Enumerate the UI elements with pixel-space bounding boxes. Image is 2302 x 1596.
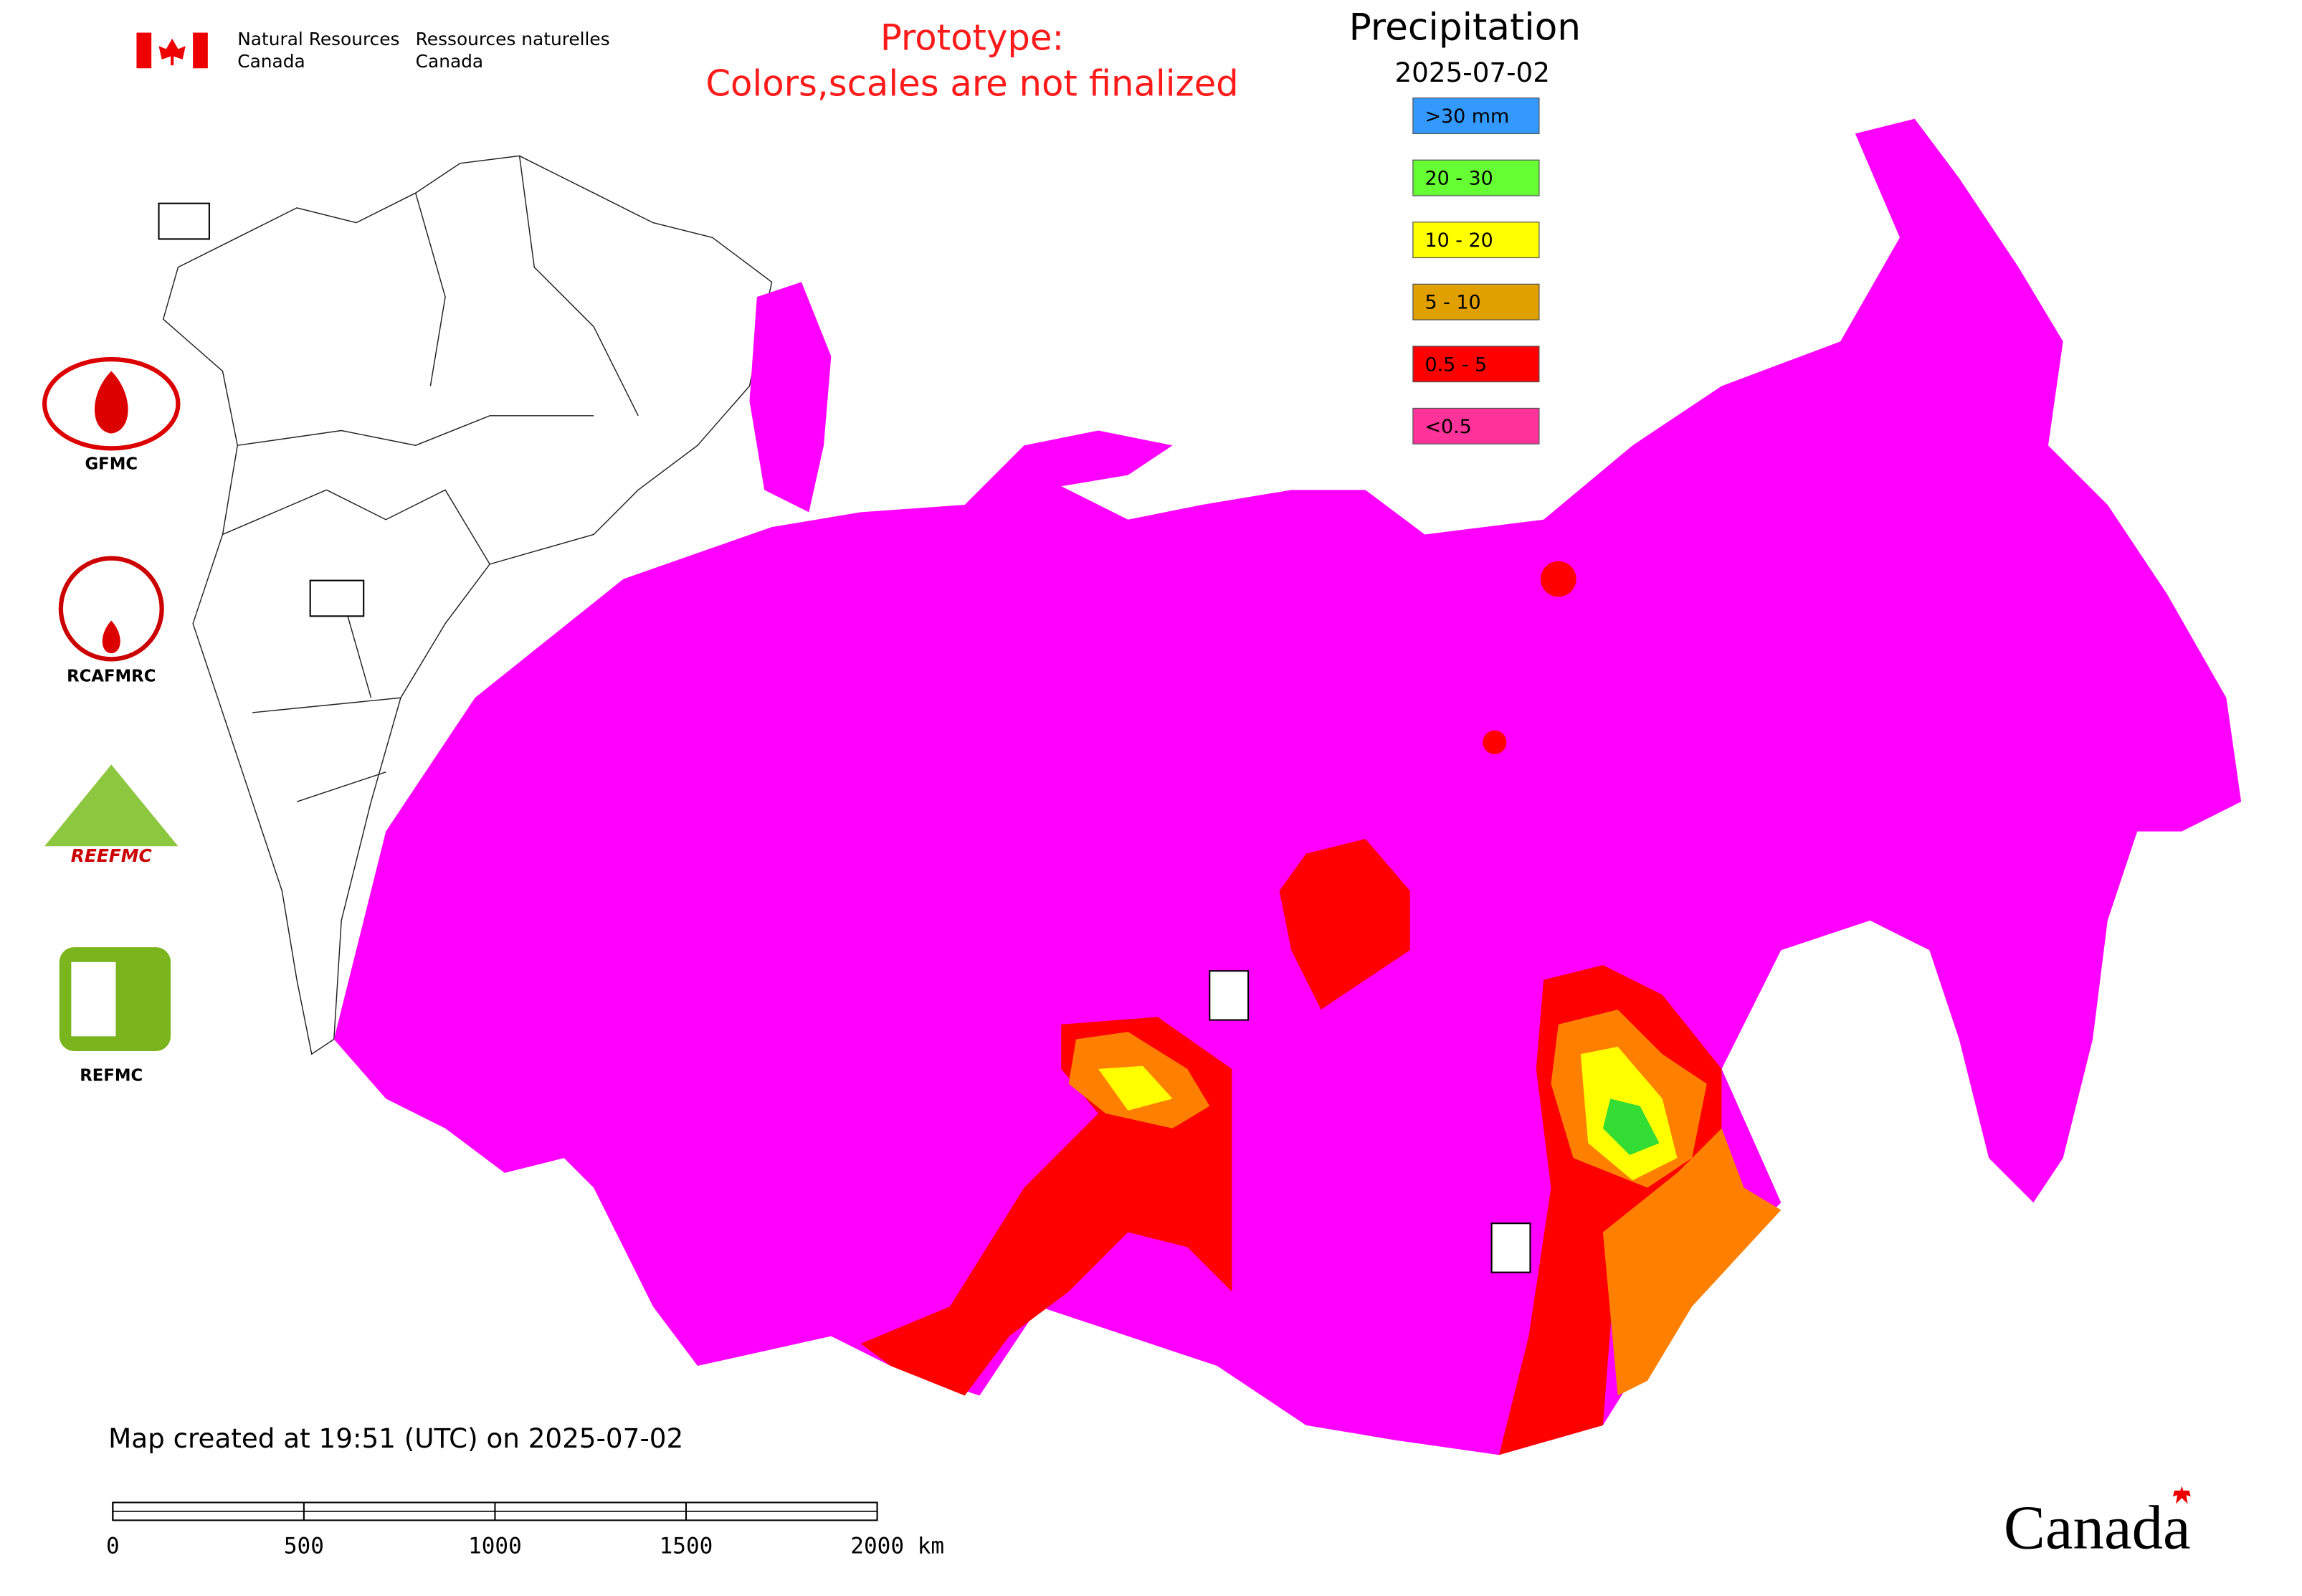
flag <box>136 32 208 69</box>
legend-swatch <box>1412 159 1540 196</box>
logo-label: REEFMC <box>71 845 152 866</box>
precip-area <box>964 430 1173 505</box>
precip-area <box>333 118 2242 1455</box>
logo-label: RCAFMRC <box>67 668 156 686</box>
precip-zones <box>860 561 1782 1455</box>
legend-label: 5 - 10 <box>1425 292 1480 314</box>
scale-label: 1500 <box>660 1534 713 1559</box>
legend-label: 10 - 20 <box>1425 229 1493 252</box>
wordmark: Canada <box>2004 1493 2191 1562</box>
legend-swatch <box>1412 283 1540 320</box>
wordmark-flag <box>2172 1486 2191 1504</box>
agency-fr: Ressources naturelles <box>416 29 610 49</box>
legend-swatch <box>1412 98 1540 134</box>
legend-date: 2025-07-02 <box>1394 57 1549 88</box>
legend-swatch <box>1412 407 1540 445</box>
scale-label: 2000 km <box>850 1534 944 1559</box>
scale-label: 500 <box>284 1534 324 1559</box>
agency-en: Natural Resources <box>237 29 399 49</box>
legend-title: Precipitation <box>1349 6 1581 49</box>
agency-fr: Canada <box>416 51 483 72</box>
precip-area <box>749 282 832 513</box>
scale-label: 1000 <box>468 1534 522 1559</box>
notice: Prototype: <box>880 16 1064 58</box>
legend-label: 20 - 30 <box>1425 168 1493 190</box>
scale-label: 0 <box>106 1534 120 1559</box>
logo-label: REFMC <box>80 1067 143 1086</box>
scale-bar: 0 500 1000 1500 2000 km <box>106 1501 944 1559</box>
notice: Colors,scales are not finalized <box>705 63 1238 105</box>
legend-label: 0.5 - 5 <box>1425 353 1487 376</box>
logo-label: GFMC <box>85 455 138 474</box>
legend-label: >30 mm <box>1425 105 1509 128</box>
legend-swatch <box>1412 346 1540 383</box>
legend: >30 mm 20 - 30 10 - 20 5 - 10 0.5 - 5 <0.5 <box>1412 98 1540 445</box>
logos <box>42 202 1531 1273</box>
legend-swatch <box>1412 222 1540 259</box>
country-borders <box>162 155 773 1055</box>
agency-en: Canada <box>237 51 305 72</box>
legend-label: <0.5 <box>1425 416 1471 438</box>
created-note: Map created at 19:51 (UTC) on 2025-07-02 <box>108 1422 683 1454</box>
